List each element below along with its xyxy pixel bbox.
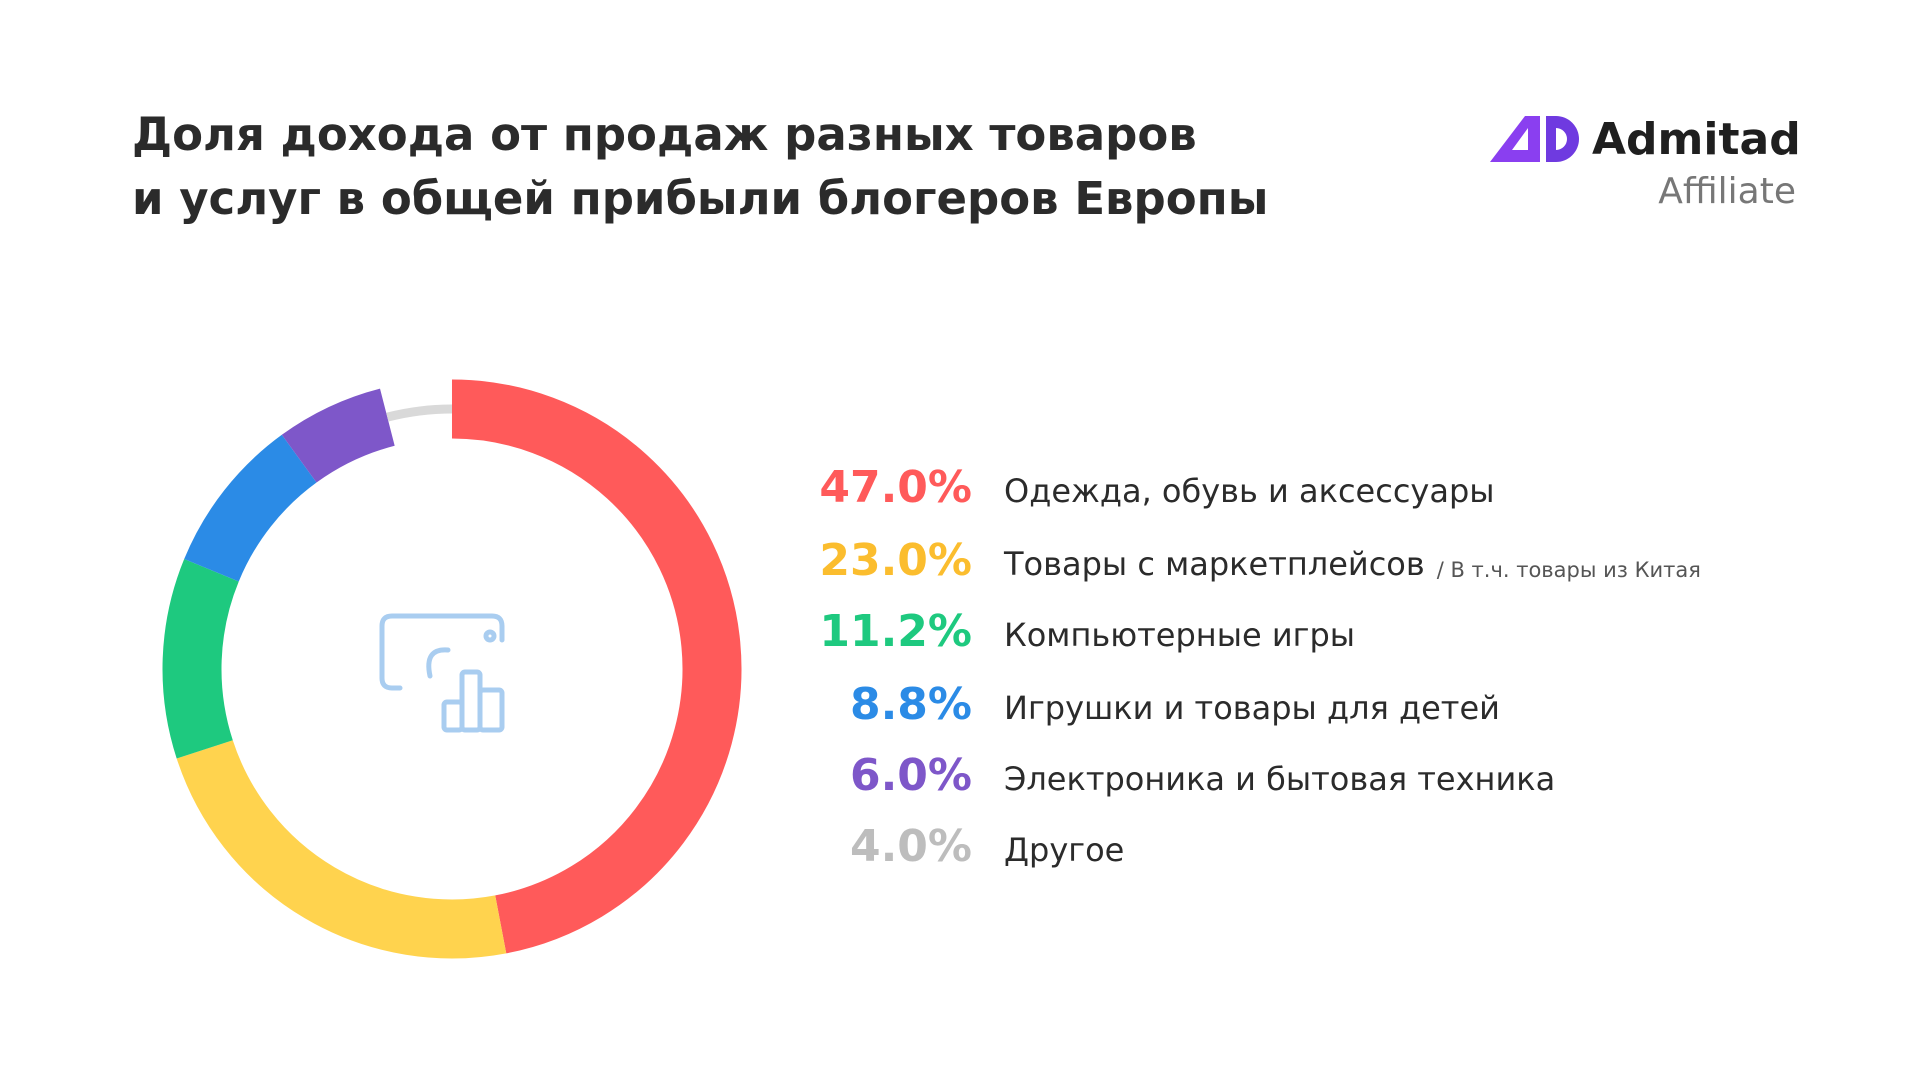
chart-title: и услуг в общей прибыли блогеров Европы xyxy=(132,172,1268,225)
value-label: 47.0% xyxy=(819,462,972,513)
legend-label: Компьютерные игры xyxy=(1004,616,1355,654)
value-label: 8.8% xyxy=(850,679,972,730)
donut-segment xyxy=(281,388,396,483)
logo-tagline: Affiliate xyxy=(1658,171,1796,212)
legend-label: Другое xyxy=(1004,831,1124,869)
value-label: 4.0% xyxy=(850,821,972,872)
legend-label: Товары с маркетплейсов xyxy=(1003,545,1425,583)
logo-name: Admitad xyxy=(1592,114,1801,165)
annotation: / В т.ч. товары из Китая xyxy=(1437,558,1701,582)
logo-icon xyxy=(1490,116,1540,162)
donut-segment xyxy=(162,559,239,759)
legend-label: Одежда, обувь и аксессуары xyxy=(1004,472,1495,510)
value-label: 23.0% xyxy=(819,535,972,586)
donut-segment xyxy=(184,434,318,583)
legend-label: Электроника и бытовая техника xyxy=(1004,760,1555,798)
chart-title: Доля дохода от продаж разных товаров xyxy=(132,108,1197,161)
donut-segment xyxy=(386,404,453,422)
center-icon xyxy=(379,613,505,733)
legend-label: Игрушки и товары для детей xyxy=(1004,689,1500,727)
value-label: 6.0% xyxy=(850,750,972,801)
logo: Admitad Affiliate xyxy=(1490,114,1801,212)
value-label: 11.2% xyxy=(819,606,972,657)
logo-icon xyxy=(1546,116,1579,162)
donut-segment xyxy=(451,379,742,954)
donut-segment xyxy=(176,739,507,959)
